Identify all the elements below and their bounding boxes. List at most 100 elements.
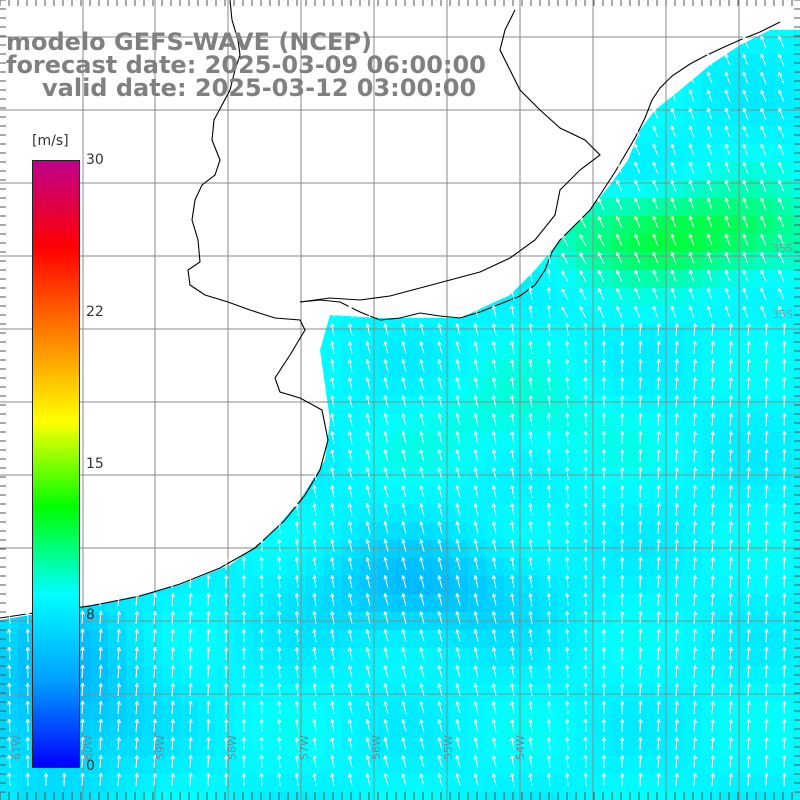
wind-arrow: [510, 448, 515, 463]
wind-arrow: [601, 394, 607, 409]
wind-arrow: [401, 755, 407, 769]
wind-arrow: [652, 125, 659, 139]
wind-arrow: [473, 430, 479, 445]
wind-arrow: [692, 682, 697, 697]
wind-arrow: [760, 143, 767, 157]
wind-arrow: [670, 179, 677, 193]
wind-arrow: [565, 466, 570, 481]
colorbar-gradient: [32, 160, 80, 768]
wind-arrow: [419, 575, 425, 589]
wind-arrow: [455, 377, 461, 391]
wind-arrow: [510, 574, 515, 589]
speed-cell: [630, 486, 649, 505]
speed-cell: [774, 504, 793, 523]
wind-arrow: [546, 556, 552, 571]
wind-arrow: [383, 341, 389, 355]
wind-arrow: [742, 269, 749, 283]
wind-arrow: [764, 718, 769, 733]
speed-cell: [756, 576, 775, 595]
speed-cell: [558, 450, 577, 469]
wind-arrow: [746, 358, 751, 373]
wind-arrow: [365, 304, 371, 319]
wind-arrow: [546, 700, 552, 715]
wind-arrow: [764, 574, 769, 589]
speed-cell: [180, 720, 199, 739]
speed-cell: [270, 630, 289, 649]
speed-cell: [756, 684, 775, 703]
wind-arrow: [706, 143, 713, 157]
wind-arrow: [241, 574, 247, 589]
wind-arrow: [528, 592, 533, 607]
speed-cell: [648, 576, 667, 595]
speed-cell: [630, 450, 649, 469]
wind-arrow: [510, 538, 515, 553]
wind-arrow: [294, 736, 300, 751]
speed-cell: [558, 648, 577, 667]
wind-arrow: [674, 610, 679, 625]
wind-arrow: [277, 520, 282, 535]
wind-arrow: [742, 107, 749, 121]
wind-arrow: [674, 502, 679, 517]
wind-arrow: [583, 502, 588, 517]
wind-arrow: [546, 718, 552, 733]
speed-cell: [576, 648, 595, 667]
wind-arrow: [746, 628, 751, 643]
speed-cell: [558, 558, 577, 577]
speed-cell: [612, 720, 631, 739]
wind-arrow: [437, 629, 443, 643]
speed-cell: [648, 774, 667, 793]
wind-arrow: [294, 610, 300, 625]
wind-arrow: [692, 430, 697, 445]
wind-arrow: [294, 538, 300, 553]
wind-arrow: [782, 430, 787, 445]
speed-cell: [144, 666, 163, 685]
speed-cell: [576, 522, 595, 541]
wind-arrow: [330, 574, 335, 589]
wind-arrow: [619, 574, 625, 589]
wind-arrow: [455, 611, 461, 625]
wind-arrow: [710, 646, 715, 661]
wind-arrow: [25, 736, 30, 751]
wind-arrow: [688, 251, 695, 265]
wind-arrow: [528, 448, 533, 463]
wind-arrow: [619, 466, 625, 481]
wind-arrow: [188, 664, 193, 679]
wind-arrow: [259, 718, 264, 733]
speed-cell: [702, 450, 721, 469]
speed-cell: [558, 270, 577, 289]
wind-arrow: [437, 395, 443, 409]
wind-arrow: [638, 628, 643, 643]
wind-arrow: [619, 340, 625, 355]
wind-arrow: [688, 215, 695, 229]
wind-arrow: [674, 340, 679, 355]
wind-arrow: [528, 376, 533, 391]
speed-cell: [684, 342, 703, 361]
wind-arrow: [510, 376, 515, 391]
speed-cell: [576, 450, 595, 469]
speed-cell: [180, 774, 199, 793]
speed-cell: [108, 630, 127, 649]
speed-cell: [702, 342, 721, 361]
speed-cell: [108, 738, 127, 757]
wind-arrow: [294, 628, 300, 643]
wind-arrow: [583, 376, 588, 391]
speed-cell: [198, 648, 217, 667]
speed-cell: [270, 756, 289, 775]
speed-cell: [720, 576, 739, 595]
wind-arrow: [330, 610, 335, 625]
wind-arrow: [510, 772, 515, 787]
wind-arrow: [656, 520, 661, 535]
wind-arrow: [616, 287, 623, 301]
wind-arrow: [347, 322, 353, 337]
wind-arrow: [674, 718, 679, 733]
wind-arrow: [692, 628, 697, 643]
wind-arrow: [223, 736, 229, 751]
wind-arrow: [528, 610, 533, 625]
wind-arrow: [656, 574, 661, 589]
wind-arrow: [383, 701, 389, 715]
wind-arrow: [546, 754, 552, 769]
wind-arrow: [152, 772, 157, 787]
wind-arrow: [656, 700, 661, 715]
wind-arrow: [528, 664, 533, 679]
wind-arrow: [597, 197, 605, 211]
